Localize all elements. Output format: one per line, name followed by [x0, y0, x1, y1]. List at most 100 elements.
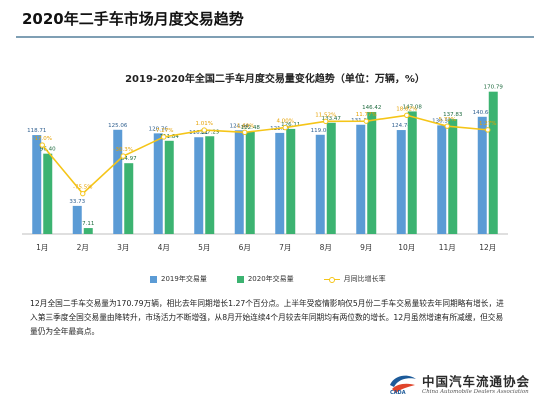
growth-rate-label: 18.82%	[396, 106, 417, 112]
x-tick-label: 1月	[36, 243, 48, 252]
logo-chinese-name: 中国汽车流通协会	[422, 374, 531, 389]
growth-rate-point	[80, 190, 86, 197]
data-label-2019: 120.76	[149, 126, 169, 132]
growth-rate-point	[444, 123, 450, 129]
data-label-2019: 130.37	[432, 118, 452, 124]
data-label-2019: 140.64	[473, 110, 493, 116]
growth-rate-label: -75.5%	[73, 185, 92, 191]
growth-rate-label: -1.69%	[235, 123, 254, 129]
summary-note: 12月全国二手车交易量为170.79万辆，相比去年同期增长1.27个百分点。上半…	[30, 299, 504, 336]
growth-rate-point	[120, 153, 126, 159]
x-tick-label: 5月	[198, 243, 210, 252]
bar-2020	[326, 122, 336, 234]
bar-2020	[286, 128, 296, 234]
growth-rate-label: 1.27%	[479, 121, 496, 127]
legend-swatch-growth	[323, 276, 340, 283]
growth-rate-line	[41, 114, 488, 195]
bar-2020	[164, 140, 174, 234]
logo-english-name: China Automobile Dealers Association	[422, 389, 529, 395]
data-label-2020: 126.11	[281, 122, 300, 128]
bar-2020	[488, 91, 498, 234]
bar-2020	[43, 153, 53, 234]
data-label-2020: 133.47	[322, 116, 342, 122]
legend-label-2020: 2020年交易量	[247, 275, 294, 283]
growth-rate-point	[39, 142, 45, 148]
bar-2020	[124, 163, 134, 234]
association-logo: CADA 中国汽车流通协会 China Automobile Dealers A…	[388, 369, 538, 403]
bar-2019	[72, 205, 82, 234]
bar-2019	[315, 134, 325, 234]
bar-2019	[153, 133, 163, 234]
bar-2020	[245, 131, 255, 234]
growth-rate-point	[161, 134, 167, 140]
growth-rate-label: 11.77%	[356, 112, 377, 118]
bar-2020	[367, 111, 377, 234]
bar-2020	[448, 119, 458, 234]
growth-rate-label: 5.72%	[439, 117, 456, 123]
growth-rate-label: -7.27%	[154, 128, 173, 134]
data-label-2019: 125.06	[108, 123, 128, 129]
x-tick-label: 10月	[398, 243, 415, 252]
data-label-2019: 119.06	[311, 128, 331, 134]
bar-2019	[356, 124, 366, 234]
bar-2020	[205, 136, 215, 234]
data-label-2020: 96.40	[40, 147, 56, 153]
data-label-2019: 124.74	[392, 123, 412, 129]
bar-2020	[407, 111, 417, 234]
growth-rate-point	[404, 112, 410, 118]
data-label-2019: 116.11	[189, 130, 208, 136]
bar-2019	[396, 130, 406, 234]
x-tick-label: 11月	[439, 243, 456, 252]
bar-2019	[113, 129, 123, 234]
growth-rate-point	[323, 118, 329, 125]
x-tick-label: 2月	[77, 243, 89, 252]
growth-rate-label: -17.0%	[33, 136, 52, 142]
x-tick-label: 7月	[279, 243, 291, 252]
growth-rate-point	[485, 127, 491, 133]
data-label-2019: 124.44	[230, 123, 250, 129]
data-label-2020: 7.11	[82, 221, 94, 227]
data-label-2020: 147.08	[403, 104, 423, 110]
data-label-2020: 117.29	[200, 129, 220, 135]
legend-item-growth: 月同比增长率	[323, 274, 386, 284]
chart-legend: 2019年交易量 2020年交易量 月同比增长率	[150, 274, 386, 284]
bar-2019	[234, 130, 244, 234]
legend-item-2020: 2020年交易量	[236, 274, 294, 284]
data-label-2020: 170.79	[484, 85, 504, 91]
legend-item-2019: 2019年交易量	[150, 274, 207, 284]
x-tick-label: 8月	[320, 243, 332, 252]
growth-rate-label: 4.00%	[277, 119, 294, 125]
legend-label-2019: 2019年交易量	[161, 275, 207, 283]
logo-abbr: CADA	[390, 390, 406, 396]
legend-swatch-2019	[150, 275, 157, 283]
x-tick-label: 9月	[360, 243, 372, 252]
data-label-2020: 146.42	[362, 105, 381, 111]
x-tick-label: 6月	[239, 243, 251, 252]
bar-2020	[83, 228, 93, 234]
legend-swatch-2020	[236, 275, 244, 283]
data-label-2020: 122.48	[241, 125, 261, 131]
data-label-2019: 33.73	[69, 199, 85, 205]
data-label-2020: 111.84	[160, 134, 180, 140]
chart-title: 2019-2020年全国二手车月度交易量变化趋势（单位：万辆，%）	[125, 74, 425, 85]
growth-rate-point	[363, 118, 369, 124]
x-tick-label: 12月	[479, 243, 496, 252]
bar-2019	[32, 135, 42, 234]
bar-2019	[275, 132, 285, 234]
legend-label-growth: 月同比增长率	[343, 275, 386, 283]
page-title: 2020年二手车市场月度交易趋势	[22, 10, 244, 28]
growth-rate-label: -30.3%	[114, 147, 133, 153]
title-divider	[16, 36, 534, 38]
growth-rate-point	[282, 124, 288, 131]
data-label-2019: 118.71	[27, 128, 46, 134]
growth-rate-point	[242, 129, 248, 136]
growth-rate-point	[201, 127, 207, 133]
cada-logo-icon	[390, 375, 416, 393]
bar-2019	[194, 137, 204, 234]
bar-2019	[437, 125, 447, 234]
data-label-2020: 137.83	[443, 112, 463, 118]
growth-rate-label: 1.01%	[196, 121, 213, 127]
x-tick-label: 3月	[117, 243, 129, 252]
x-tick-label: 4月	[158, 243, 170, 252]
